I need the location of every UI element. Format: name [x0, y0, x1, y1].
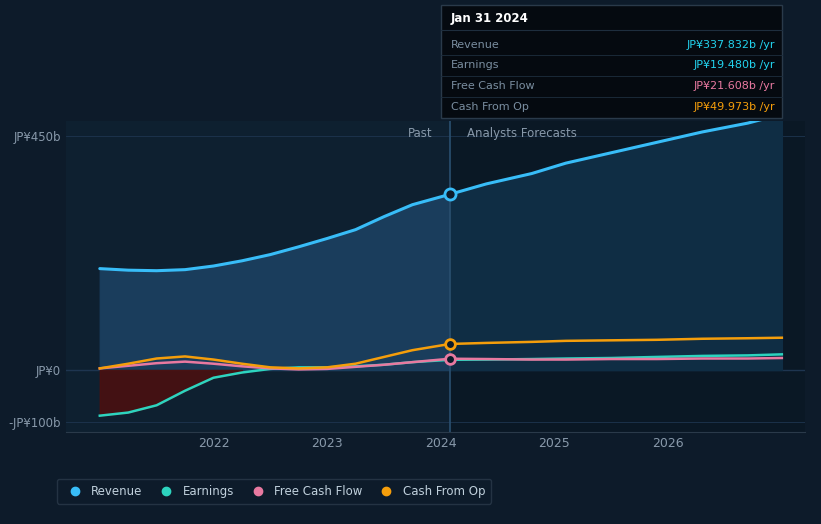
Text: JP¥19.480b /yr: JP¥19.480b /yr — [694, 60, 775, 71]
Text: JP¥21.608b /yr: JP¥21.608b /yr — [694, 81, 775, 92]
Legend: Revenue, Earnings, Free Cash Flow, Cash From Op: Revenue, Earnings, Free Cash Flow, Cash … — [57, 479, 491, 504]
Text: Past: Past — [408, 127, 433, 140]
Text: Jan 31 2024: Jan 31 2024 — [451, 12, 529, 25]
Text: JP¥337.832b /yr: JP¥337.832b /yr — [686, 39, 775, 50]
Text: JP¥49.973b /yr: JP¥49.973b /yr — [694, 102, 775, 113]
Text: Analysts Forecasts: Analysts Forecasts — [467, 127, 577, 140]
Text: Cash From Op: Cash From Op — [451, 102, 529, 113]
Text: Free Cash Flow: Free Cash Flow — [451, 81, 534, 92]
Text: Revenue: Revenue — [451, 39, 499, 50]
Text: Earnings: Earnings — [451, 60, 499, 71]
Bar — [450, 121, 805, 432]
Bar — [66, 121, 450, 432]
